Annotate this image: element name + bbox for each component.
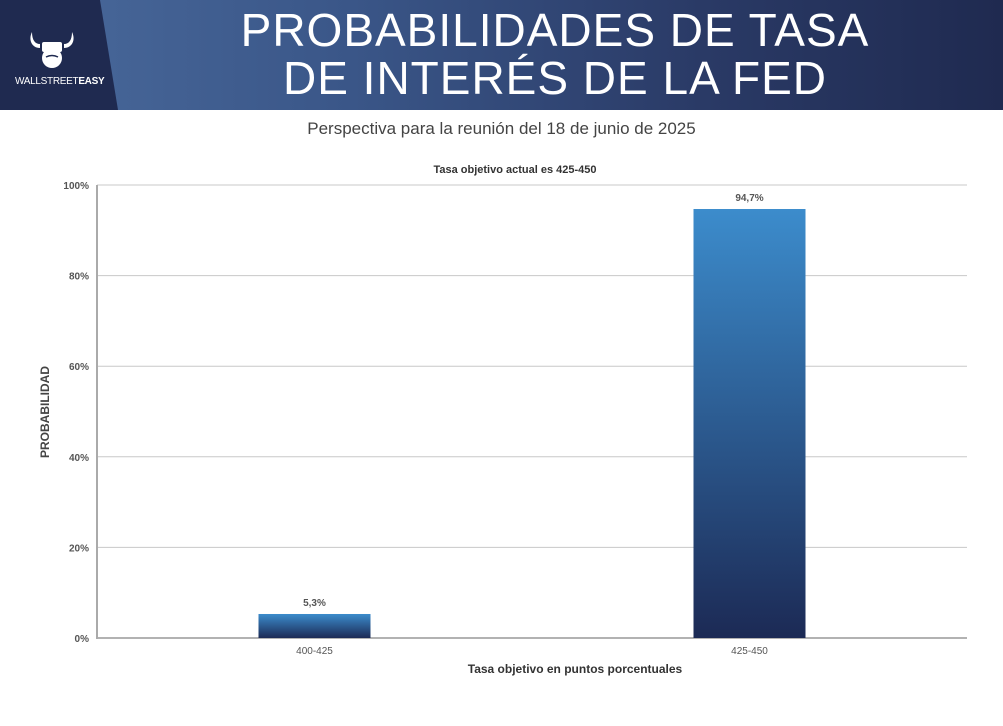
- chart-title: Tasa objetivo actual es 425-450: [433, 164, 596, 176]
- x-tick-label: 425-450: [731, 646, 768, 657]
- data-label: 94,7%: [735, 193, 763, 204]
- x-axis-label: Tasa objetivo en puntos porcentuales: [468, 662, 683, 676]
- bar-400-425: [258, 613, 371, 638]
- logo-text: WALLSTREETEASY: [15, 76, 105, 87]
- bar-425-450: [693, 209, 806, 638]
- bull-fist-icon: [30, 32, 74, 68]
- title-line-1: PROBABILIDADES DE TASA: [240, 4, 870, 56]
- title-line-2: DE INTERÉS DE LA FED: [282, 52, 827, 104]
- y-tick-label: 100%: [63, 181, 89, 192]
- y-tick-label: 40%: [69, 453, 89, 464]
- y-tick-label: 60%: [69, 362, 89, 373]
- y-tick-label: 80%: [69, 272, 89, 283]
- y-axis-label: PROBABILIDAD: [38, 366, 52, 458]
- subtitle: Perspectiva para la reunión del 18 de ju…: [307, 119, 696, 138]
- x-tick-label: 400-425: [296, 646, 333, 657]
- y-tick-label: 20%: [69, 543, 89, 554]
- page-title: PROBABILIDADES DE TASA DE INTERÉS DE LA …: [130, 6, 980, 102]
- header-banner: WALLSTREETEASY PROBABILIDADES DE TASA DE…: [0, 0, 1003, 110]
- data-label: 5,3%: [303, 598, 326, 609]
- logo-panel: WALLSTREETEASY: [0, 0, 118, 110]
- y-tick-label: 0%: [75, 634, 90, 645]
